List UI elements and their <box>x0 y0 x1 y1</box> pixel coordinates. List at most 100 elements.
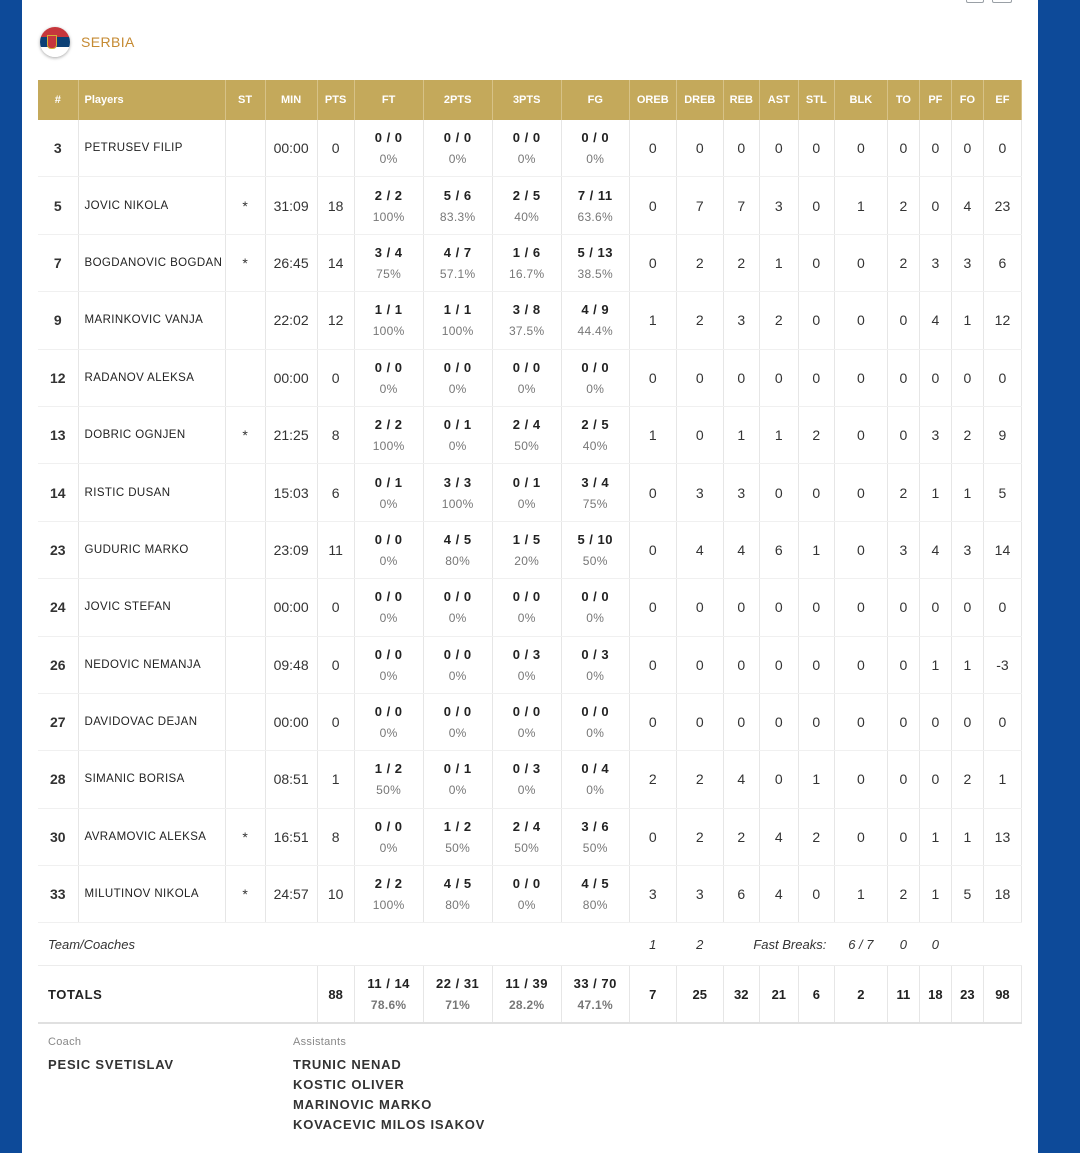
two-pts-cell: 0 / 0 0% <box>423 349 493 407</box>
ft-cell: 0 / 0 0% <box>354 808 424 867</box>
player-number: 12 <box>38 349 79 407</box>
two-pts-cell-pct: 0% <box>448 381 467 396</box>
minutes-cell: 00:00 <box>265 578 318 637</box>
reb-cell: 4 <box>723 521 760 580</box>
starter-mark <box>225 693 266 752</box>
table-row[interactable]: 13 DOBRIC OGNJEN * 21:25 8 2 / 2 100% 0 / 1 0% 2 … <box>38 406 1023 465</box>
player-name[interactable]: NEDOVIC NEMANJA <box>78 636 226 694</box>
column-header[interactable]: EF <box>983 80 1023 120</box>
dreb-cell: 0 <box>676 120 724 178</box>
ef-cell: -3 <box>983 636 1023 694</box>
table-row[interactable]: 30 AVRAMOVIC ALEKSA * 16:51 8 0 / 0 0% 1 / 2 50%… <box>38 808 1023 867</box>
table-row[interactable]: 33 MILUTINOV NIKOLA * 24:57 10 2 / 2 100% 4 / 5… <box>38 865 1023 924</box>
to-cell: 0 <box>887 693 920 752</box>
table-row[interactable]: 28 SIMANIC BORISA 08:51 1 1 / 2 50% 0 / 1 0% 0 /… <box>38 750 1023 809</box>
ft-cell-pct: 0% <box>379 496 398 511</box>
column-header[interactable]: FT <box>354 80 424 120</box>
reb-cell: 1 <box>723 406 760 465</box>
table-row[interactable]: 12 RADANOV ALEKSA 00:00 0 0 / 0 0% 0 / 0 0% 0 / … <box>38 349 1023 407</box>
table-row[interactable]: 5 JOVIC NIKOLA * 31:09 18 2 / 2 100% 5 / 6 83.3%… <box>38 176 1023 235</box>
stl-cell: 1 <box>798 521 835 580</box>
column-header[interactable]: AST <box>759 80 799 120</box>
table-row[interactable]: 3 PETRUSEV FILIP 00:00 0 0 / 0 0% 0 / 0 0% 0 / 0… <box>38 120 1023 178</box>
reb-cell: 2 <box>723 234 760 293</box>
player-name[interactable]: AVRAMOVIC ALEKSA <box>78 808 226 867</box>
column-header[interactable]: 3PTS <box>492 80 562 120</box>
stl-cell: 0 <box>798 463 835 522</box>
player-name[interactable]: MILUTINOV NIKOLA <box>78 865 226 924</box>
fo-cell: 0 <box>951 578 984 637</box>
totals-ef: 98 <box>983 965 1023 1025</box>
table-row[interactable]: 26 NEDOVIC NEMANJA 09:48 0 0 / 0 0% 0 / 0 0% 0 /… <box>38 636 1023 694</box>
column-header[interactable]: Players <box>78 80 226 120</box>
player-name[interactable]: DAVIDOVAC DEJAN <box>78 693 226 752</box>
totals-two-pts-made: 22 / 31 <box>436 976 480 992</box>
ft-cell: 0 / 0 0% <box>354 578 424 637</box>
column-header[interactable]: # <box>38 80 79 120</box>
oreb-cell: 0 <box>629 463 677 522</box>
blk-cell: 0 <box>834 521 888 580</box>
player-name[interactable]: PETRUSEV FILIP <box>78 120 226 178</box>
column-header[interactable]: FG <box>561 80 630 120</box>
starter-mark <box>225 349 266 407</box>
column-header[interactable]: 2PTS <box>423 80 493 120</box>
table-row[interactable]: 9 MARINKOVIC VANJA 22:02 12 1 / 1 100% 1 / 1 10… <box>38 291 1023 350</box>
two-pts-cell-made: 0 / 0 <box>443 130 472 146</box>
column-header[interactable]: REB <box>723 80 760 120</box>
minutes-cell: 09:48 <box>265 636 318 694</box>
column-header[interactable]: FO <box>951 80 984 120</box>
player-name[interactable]: JOVIC STEFAN <box>78 578 226 637</box>
column-header[interactable]: STL <box>798 80 835 120</box>
player-name[interactable]: RISTIC DUSAN <box>78 463 226 522</box>
minutes-cell: 00:00 <box>265 120 318 178</box>
table-row[interactable]: 7 BOGDANOVIC BOGDAN * 26:45 14 3 / 4 75% 4 / 7 5… <box>38 234 1023 293</box>
window-control-icon[interactable] <box>992 0 1012 3</box>
team-coaches-label: Team/Coaches <box>38 922 630 967</box>
player-name[interactable]: RADANOV ALEKSA <box>78 349 226 407</box>
pf-cell: 1 <box>919 636 952 694</box>
ft-cell: 1 / 2 50% <box>354 750 424 809</box>
fo-cell: 1 <box>951 636 984 694</box>
ft-cell-pct: 100% <box>372 898 405 913</box>
column-header[interactable]: TO <box>887 80 920 120</box>
three-pts-cell-made: 0 / 0 <box>512 876 541 892</box>
column-header[interactable]: OREB <box>629 80 677 120</box>
column-header[interactable]: MIN <box>265 80 318 120</box>
points-cell: 12 <box>317 291 355 350</box>
player-number: 27 <box>38 693 79 752</box>
column-header[interactable]: DREB <box>676 80 724 120</box>
table-row[interactable]: 23 GUDURIC MARKO 23:09 11 0 / 0 0% 4 / 5 80% 1 /… <box>38 521 1023 580</box>
fo-cell: 1 <box>951 463 984 522</box>
blk-cell: 0 <box>834 636 888 694</box>
player-number: 5 <box>38 176 79 235</box>
player-name[interactable]: JOVIC NIKOLA <box>78 176 226 235</box>
reb-cell: 7 <box>723 176 760 235</box>
column-header[interactable]: ST <box>225 80 266 120</box>
fg-cell-pct: 0% <box>586 783 605 798</box>
player-name[interactable]: BOGDANOVIC BOGDAN <box>78 234 226 293</box>
table-row[interactable]: 14 RISTIC DUSAN 15:03 6 0 / 1 0% 3 / 3 100% 0 / … <box>38 463 1023 522</box>
two-pts-cell: 0 / 0 0% <box>423 693 493 752</box>
dreb-cell: 2 <box>676 750 724 809</box>
fg-cell-made: 4 / 9 <box>581 302 610 318</box>
window-control-icon[interactable] <box>966 0 984 3</box>
column-header[interactable]: PTS <box>317 80 355 120</box>
fg-cell: 0 / 0 0% <box>561 693 630 752</box>
player-name[interactable]: DOBRIC OGNJEN <box>78 406 226 465</box>
table-row[interactable]: 27 DAVIDOVAC DEJAN 00:00 0 0 / 0 0% 0 / 0 0% 0 /… <box>38 693 1023 752</box>
player-name[interactable]: MARINKOVIC VANJA <box>78 291 226 350</box>
pf-cell: 1 <box>919 463 952 522</box>
fg-cell-made: 7 / 11 <box>577 187 613 203</box>
totals-oreb: 7 <box>629 965 677 1025</box>
player-name[interactable]: SIMANIC BORISA <box>78 750 226 809</box>
player-name[interactable]: GUDURIC MARKO <box>78 521 226 580</box>
two-pts-cell-pct: 100% <box>441 324 474 339</box>
column-header[interactable]: PF <box>919 80 952 120</box>
ft-cell-pct: 0% <box>379 840 398 855</box>
reb-cell: 2 <box>723 808 760 867</box>
column-header[interactable]: BLK <box>834 80 888 120</box>
team-name[interactable]: SERBIA <box>81 34 135 50</box>
totals-ft-pct: 78.6% <box>370 998 407 1013</box>
three-pts-cell-made: 1 / 5 <box>512 531 541 547</box>
